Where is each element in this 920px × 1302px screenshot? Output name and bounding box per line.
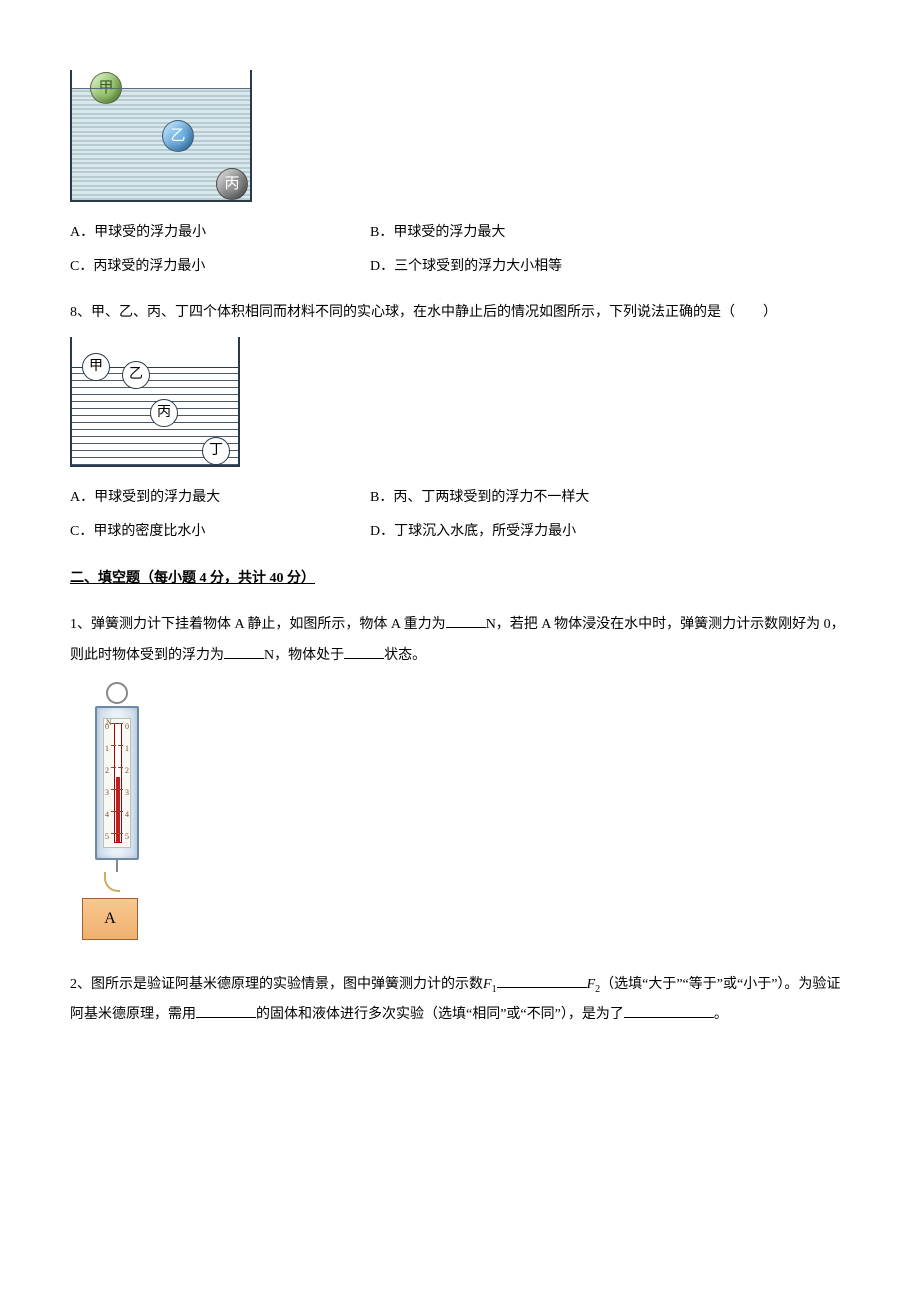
tick-0-r: 0 bbox=[125, 723, 129, 731]
q8-option-c: C．甲球的密度比水小 bbox=[70, 521, 370, 543]
fq1-blank-3 bbox=[344, 644, 384, 659]
tick-5-l: 5 bbox=[105, 833, 109, 841]
fq2-blank-1 bbox=[497, 973, 587, 988]
fq2-p1d: 。 bbox=[714, 1007, 728, 1022]
fq1-tail: 状态。 bbox=[384, 648, 426, 663]
fq2-f1: F bbox=[483, 977, 492, 992]
figure-beaker-2: 甲 乙 丙 丁 bbox=[70, 337, 850, 467]
tick-4-r: 4 bbox=[125, 811, 129, 819]
scale-tube bbox=[114, 723, 122, 843]
tick-5-r: 5 bbox=[125, 833, 129, 841]
block-a: A bbox=[82, 898, 138, 940]
q7-option-d: D．三个球受到的浮力大小相等 bbox=[370, 256, 850, 278]
ball-yi: 乙 bbox=[162, 120, 194, 152]
tick-4-l: 4 bbox=[105, 811, 109, 819]
ball-jia-2: 甲 bbox=[82, 353, 110, 381]
beaker-1: 甲 乙 丙 bbox=[70, 70, 252, 202]
scale-shaft bbox=[116, 860, 118, 872]
fill-q2: 2、图所示是验证阿基米德原理的实验情景，图中弹簧测力计的示数F1F2（选填“大于… bbox=[70, 970, 850, 1032]
q8-option-d: D．丁球沉入水底，所受浮力最小 bbox=[370, 521, 850, 543]
figure-spring-scale: N 00 11 22 33 44 55 A bbox=[70, 682, 850, 940]
ball-bing-2: 丙 bbox=[150, 399, 178, 427]
tick-0-l: 0 bbox=[105, 723, 109, 731]
tick-1-r: 1 bbox=[125, 745, 129, 753]
scale-ring-icon bbox=[106, 682, 128, 704]
scale-body: N 00 11 22 33 44 55 bbox=[95, 706, 139, 860]
ball-yi-2: 乙 bbox=[122, 361, 150, 389]
fq1-unit2: N，物体处于 bbox=[264, 648, 344, 663]
fq2-f2: F bbox=[587, 977, 596, 992]
tick-2-l: 2 bbox=[105, 767, 109, 775]
ball-jia: 甲 bbox=[90, 72, 122, 104]
q7-option-b: B．甲球受的浮力最大 bbox=[370, 222, 850, 244]
q8-option-b: B．丙、丁两球受到的浮力不一样大 bbox=[370, 487, 850, 509]
figure-beaker-1: 甲 乙 丙 bbox=[70, 70, 850, 202]
q7-option-c: C．丙球受的浮力最小 bbox=[70, 256, 370, 278]
ball-ding-2: 丁 bbox=[202, 437, 230, 465]
tick-3-r: 3 bbox=[125, 789, 129, 797]
q8-option-a: A．甲球受到的浮力最大 bbox=[70, 487, 370, 509]
tick-2-r: 2 bbox=[125, 767, 129, 775]
q7-options-row-2: C．丙球受的浮力最小 D．三个球受到的浮力大小相等 bbox=[70, 256, 850, 278]
ball-bing: 丙 bbox=[216, 168, 248, 200]
fq2-blank-3 bbox=[624, 1003, 714, 1018]
fill-q1: 1、弹簧测力计下挂着物体 A 静止，如图所示，物体 A 重力为N，若把 A 物体… bbox=[70, 610, 850, 672]
q8-options-row-1: A．甲球受到的浮力最大 B．丙、丁两球受到的浮力不一样大 bbox=[70, 487, 850, 509]
q7-options-row-1: A．甲球受的浮力最小 B．甲球受的浮力最大 bbox=[70, 222, 850, 244]
fq2-blank-2 bbox=[196, 1003, 256, 1018]
beaker-2: 甲 乙 丙 丁 bbox=[70, 337, 240, 467]
fq1-blank-1 bbox=[446, 613, 486, 628]
hook-icon bbox=[104, 872, 120, 892]
fq2-p1c: 的固体和液体进行多次实验（选填“相同”或“不同”），是为了 bbox=[256, 1007, 624, 1022]
section-2-title: 二、填空题（每小题 4 分，共计 40 分） bbox=[70, 568, 850, 590]
tick-3-l: 3 bbox=[105, 789, 109, 797]
tick-1-l: 1 bbox=[105, 745, 109, 753]
fq1-blank-2 bbox=[224, 644, 264, 659]
q8-stem: 8、甲、乙、丙、丁四个体积相同而材料不同的实心球，在水中静止后的情况如图所示，下… bbox=[70, 299, 850, 327]
q7-option-a: A．甲球受的浮力最小 bbox=[70, 222, 370, 244]
fq2-p1a: 2、图所示是验证阿基米德原理的实验情景，图中弹簧测力计的示数 bbox=[70, 977, 483, 992]
q8-options-row-2: C．甲球的密度比水小 D．丁球沉入水底，所受浮力最小 bbox=[70, 521, 850, 543]
fq1-part1: 1、弹簧测力计下挂着物体 A 静止，如图所示，物体 A 重力为 bbox=[70, 617, 446, 632]
